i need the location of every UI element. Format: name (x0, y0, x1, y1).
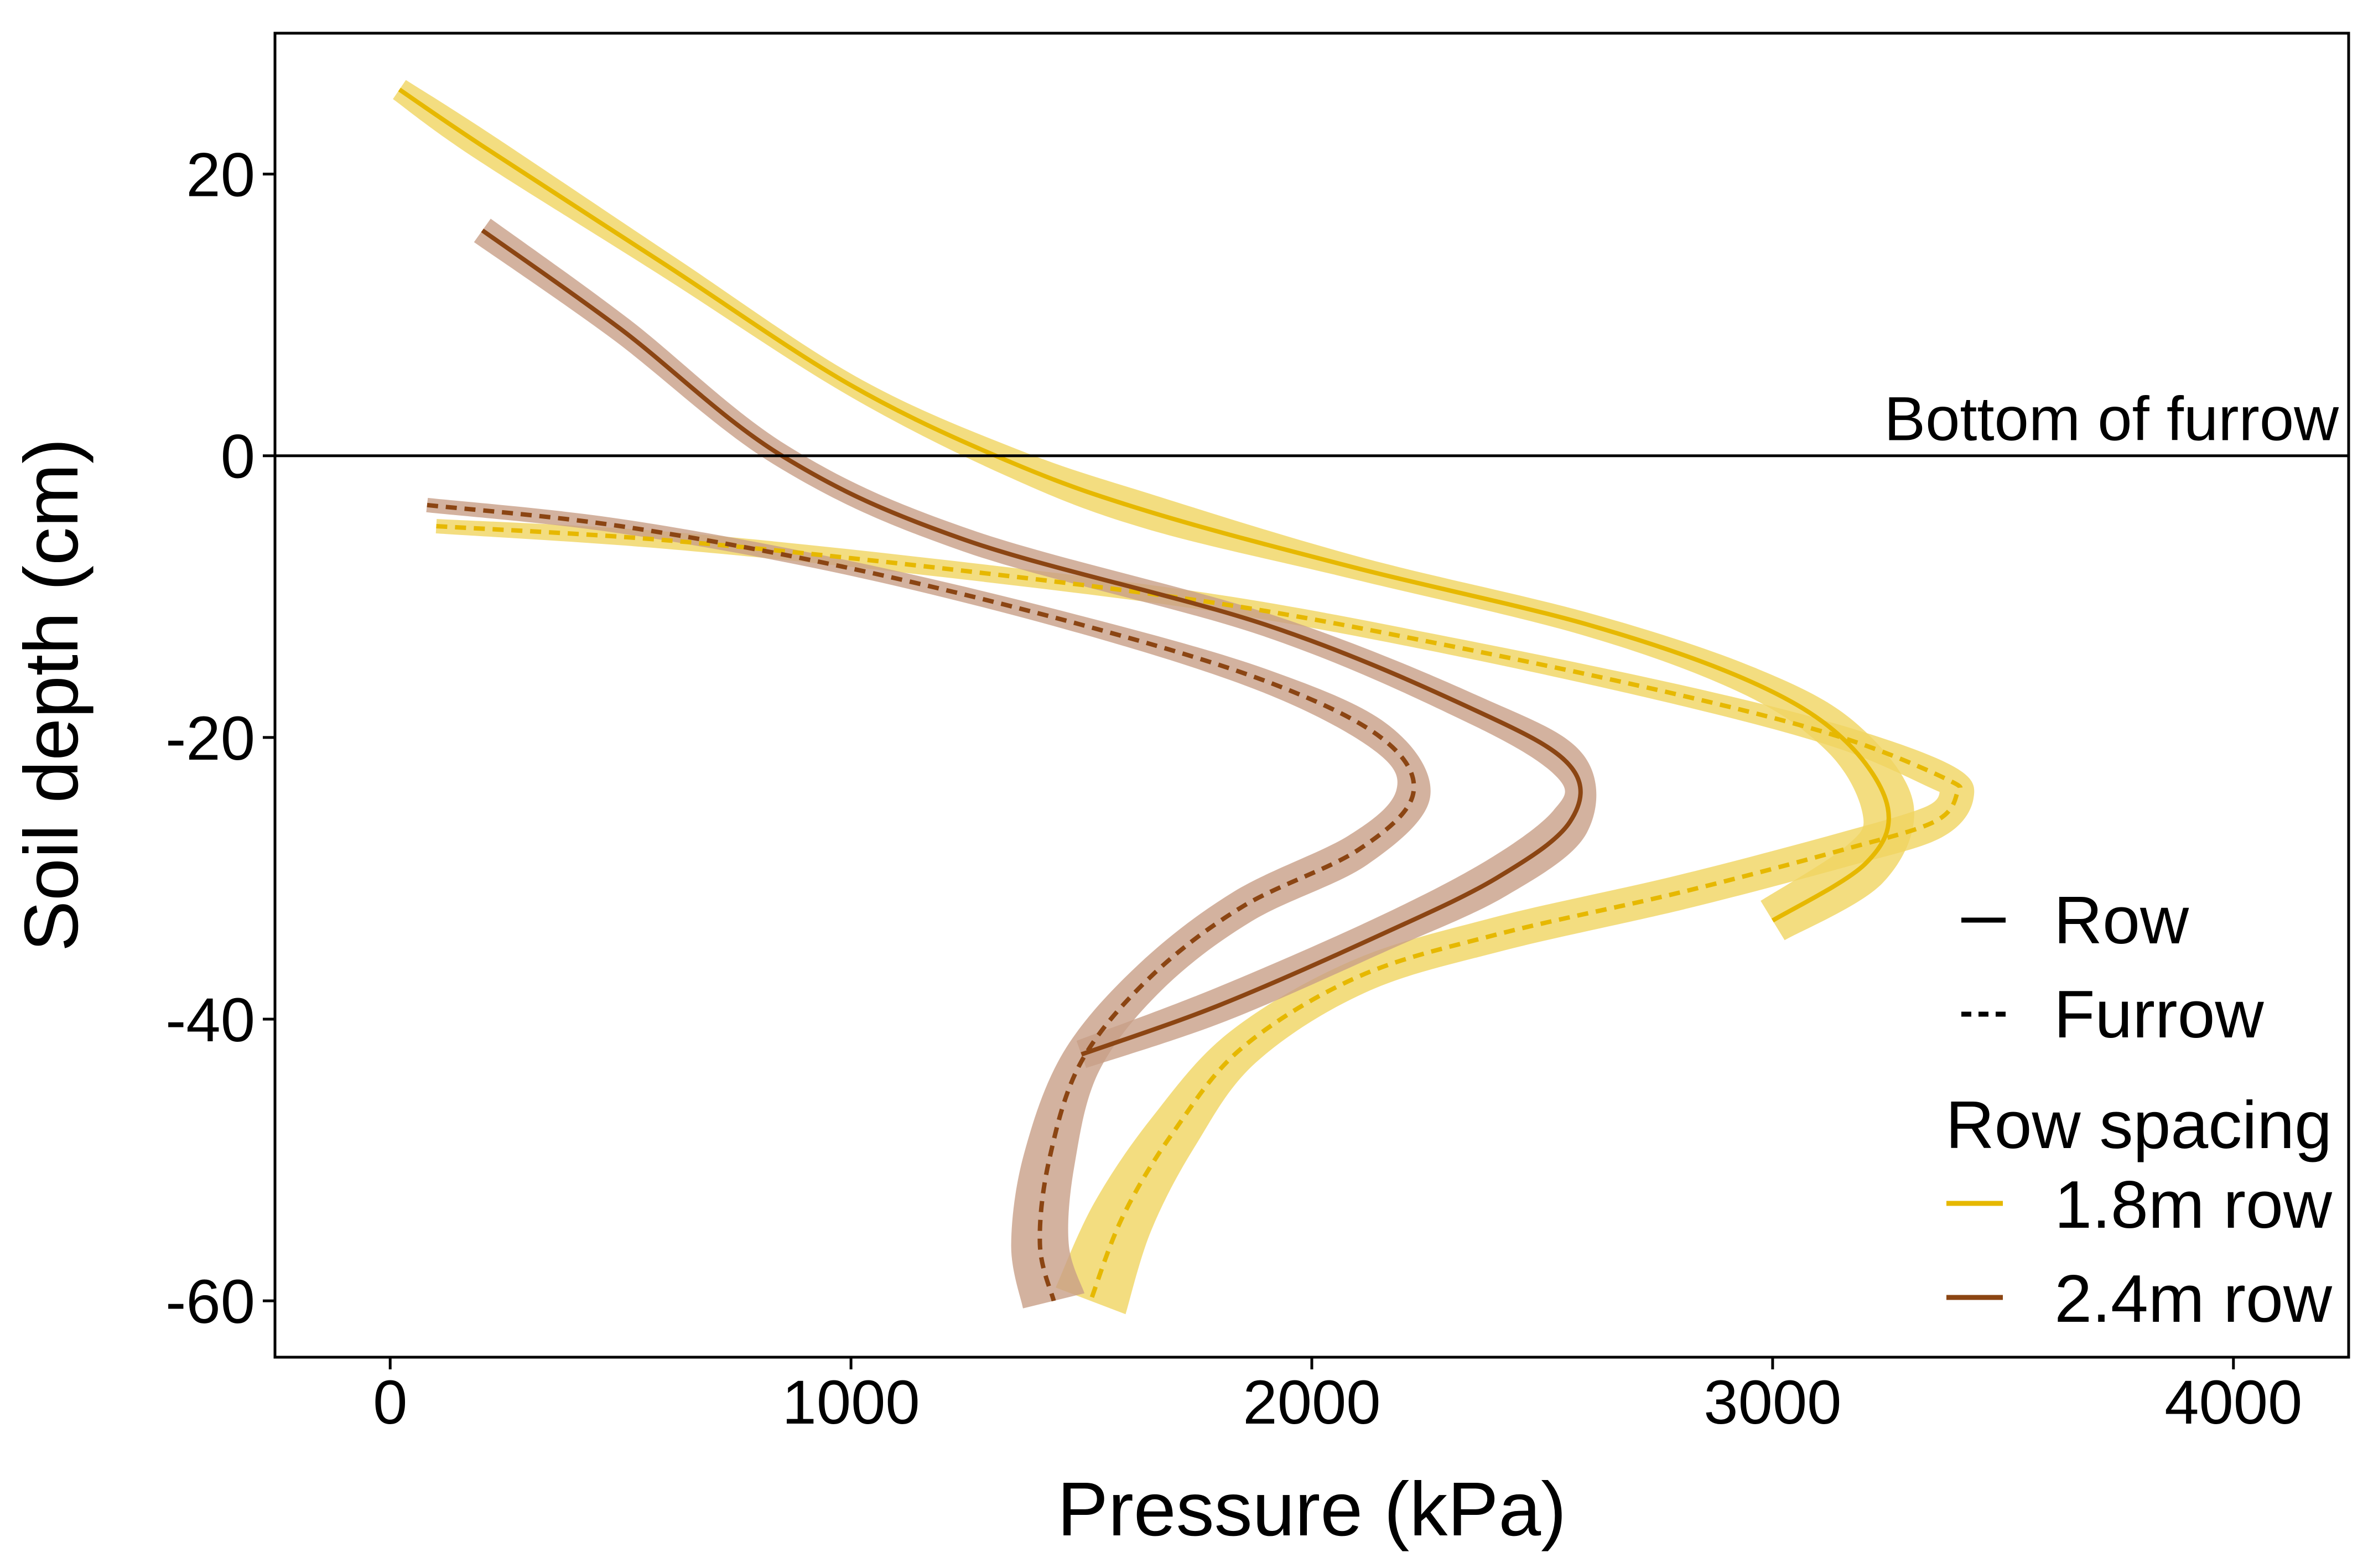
y-tick-label: 20 (186, 141, 255, 210)
legend-label-furrow: Furrow (2054, 977, 2264, 1052)
legend-label-row: Row (2054, 882, 2189, 958)
band-2-4m-row-row (474, 219, 1597, 1068)
band-1-8m-row-row (393, 80, 1914, 941)
legend-label-1-8m-row: 1.8m row (2054, 1167, 2333, 1242)
bottom-of-furrow-label: Bottom of furrow (1884, 385, 2339, 454)
band-2-4m-row-furrow (426, 497, 1431, 1309)
line-1-8m-row-furrow (436, 524, 1963, 1302)
y-axis-title: Soil depth (cm) (9, 438, 94, 952)
x-tick-label: 1000 (782, 1368, 920, 1437)
x-axis-title: Pressure (kPa) (1057, 1467, 1566, 1552)
x-axis-ticks: 0 1000 2000 3000 4000 (373, 1357, 2302, 1437)
y-tick-label: -40 (165, 985, 255, 1055)
y-axis-ticks: 20 0 -20 -40 -60 (165, 141, 275, 1336)
x-tick-label: 3000 (1704, 1368, 1841, 1437)
y-tick-label: -60 (165, 1267, 255, 1336)
legend-title-row-spacing: Row spacing (1946, 1087, 2332, 1162)
line-1-8m-row-row (398, 87, 1891, 923)
x-tick-label: 0 (373, 1368, 407, 1437)
legend-label-2-4m-row: 2.4m row (2054, 1261, 2333, 1336)
x-tick-label: 2000 (1243, 1368, 1380, 1437)
legend: Row Furrow Row spacing 1.8m row 2.4m row (1946, 882, 2333, 1336)
series-lines (398, 87, 1963, 1302)
y-tick-label: -20 (165, 704, 255, 773)
y-tick-label: 0 (221, 422, 255, 491)
confidence-bands (393, 80, 1975, 1315)
line-2-4m-row-row (481, 229, 1583, 1057)
line-2-4m-row-furrow (427, 502, 1416, 1302)
x-tick-label: 4000 (2164, 1368, 2302, 1437)
